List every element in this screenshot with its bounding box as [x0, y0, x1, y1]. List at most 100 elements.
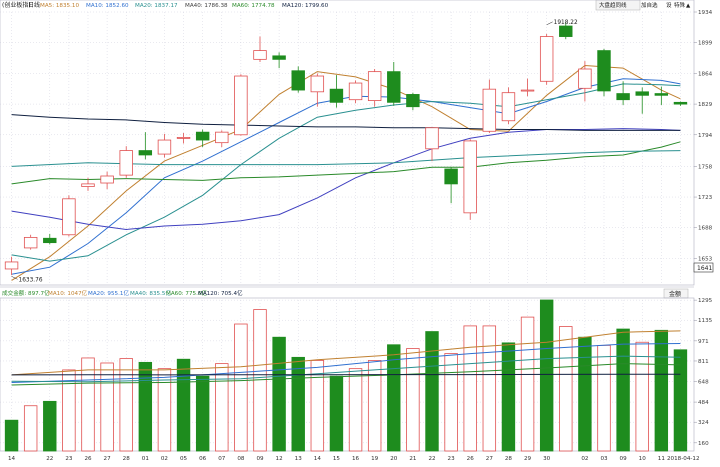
price-tick-label: 1758: [698, 164, 713, 170]
date-tick-label: 23: [448, 456, 456, 462]
volume-bar: [4, 419, 19, 452]
price-ma-legend-item: MA60: 1774.78: [232, 3, 275, 9]
volume-bar: [215, 363, 229, 452]
volume-bar: [578, 336, 592, 452]
volume-panel-frame: [0, 297, 695, 452]
candle-body: [367, 71, 382, 101]
volume-ma-line: [11, 343, 681, 383]
price-ma-line: [11, 128, 681, 231]
candle-body: [559, 25, 573, 37]
volume-bar: [23, 405, 38, 452]
date-tick-label: 09: [620, 456, 628, 462]
annotation-arrow: [11, 276, 18, 280]
volume-bar: [597, 344, 611, 452]
price-ma-legend-item: MA120: 1799.60: [282, 3, 329, 9]
price-tick-label: 1688: [698, 226, 713, 232]
price-tick-label: 1723: [698, 195, 713, 201]
add-favorite-button[interactable]: 加自选: [641, 1, 658, 9]
period-tag: 日线: [28, 1, 40, 9]
candle-body: [635, 91, 649, 96]
annotation-label: 1918.22: [554, 20, 578, 26]
annotation-arrow: [546, 21, 553, 26]
volume-bar: [387, 344, 401, 452]
volume-bar: [234, 323, 248, 452]
special-button[interactable]: 特殊: [674, 1, 686, 9]
candle-body: [81, 183, 95, 187]
volume-bar: [425, 331, 439, 452]
price-tick-label: 1794: [698, 133, 713, 139]
date-tick-label: 22: [428, 456, 435, 462]
volume-bar: [520, 316, 535, 452]
date-tick-label: 07: [218, 456, 226, 462]
candle-body: [597, 50, 611, 92]
candle-body: [272, 55, 286, 60]
volume-bar: [635, 341, 649, 452]
volume-tick-label: 1135: [698, 318, 713, 324]
candlesticks: [4, 22, 688, 276]
volume-bar: [616, 328, 630, 452]
date-tick-label: 16: [352, 456, 360, 462]
volume-bar: [559, 326, 573, 452]
volume-bar: [367, 360, 382, 452]
volume-bar: [291, 356, 305, 452]
volume-ma-legend-item: MA60: 775.6亿: [166, 289, 207, 297]
same-trend-button[interactable]: [595, 0, 641, 11]
date-tick-label: 01: [142, 456, 150, 462]
volume-ma-line: [11, 355, 681, 383]
candle-body: [23, 236, 38, 249]
date-tick-label: 28: [123, 456, 131, 462]
candle-body: [119, 150, 133, 176]
date-tick-label: 05: [180, 456, 188, 462]
volume-ma-legend-item: MA120: 705.4亿: [198, 289, 243, 297]
volume-bar: [43, 400, 57, 452]
price-ma-line: [11, 114, 681, 131]
price-axis: 1934 1899 1864 1829 1794 1758 1723 1688 1653: [694, 10, 713, 262]
candle-body: [4, 261, 19, 270]
price-tick-label: 1899: [698, 41, 713, 47]
price-annotations: 1918.22 1633.76: [11, 20, 578, 283]
date-tick-label: 10: [639, 456, 647, 462]
volume-bar: [463, 325, 477, 452]
candle-body: [406, 94, 420, 108]
volume-bar: [654, 329, 669, 452]
candle-body: [157, 139, 172, 155]
date-tick-label: 03: [600, 456, 608, 462]
date-tick-label: 11: [658, 456, 666, 462]
volume-bar: [100, 362, 114, 452]
volume-tick-label: 811: [698, 359, 709, 365]
price-tick-label: 1864: [698, 71, 713, 77]
date-tick-label: 08: [237, 456, 245, 462]
settings-button[interactable]: 设: [666, 1, 672, 9]
date-tick-label: 15: [333, 456, 341, 462]
candle-body: [43, 237, 57, 244]
volume-tick-label: 1295: [698, 298, 713, 304]
price-ma-line: [11, 141, 681, 185]
volume-bar: [272, 336, 286, 452]
volume-ma-legend-item: MA40: 835.5亿: [130, 289, 171, 297]
date-tick-label: 22: [46, 456, 53, 462]
candle-body: [501, 92, 516, 122]
price-ma-legend-item: MA10: 1852.60: [86, 3, 129, 9]
annotation-label: 1633.76: [19, 277, 43, 283]
candle-body: [215, 131, 229, 144]
price-tick-label: 1829: [698, 102, 713, 108]
candle-body: [234, 75, 248, 136]
volume-bar: [501, 342, 516, 452]
ma-legend: MA5: 1835.10 MA10: 1852.60 MA20: 1837.17 MA…: [40, 3, 329, 9]
collapse-icon[interactable]: ▲: [686, 3, 691, 9]
volume-ma-lines: [11, 330, 681, 386]
volume-axis: 1295 1135 971 811 648 484 324 160: [694, 298, 713, 447]
volume-bar: [157, 368, 172, 452]
date-tick-label: 09: [256, 456, 264, 462]
volume-bar: [138, 361, 153, 452]
index-label: (创业板指): [2, 1, 31, 9]
candle-body: [444, 168, 458, 185]
candle-body: [539, 36, 554, 82]
date-tick-label: 14: [314, 456, 322, 462]
candle-body: [425, 127, 439, 150]
candle-body: [616, 93, 630, 101]
price-ma-legend-item: MA40: 1786.38: [185, 3, 228, 9]
candle-body: [578, 68, 592, 89]
